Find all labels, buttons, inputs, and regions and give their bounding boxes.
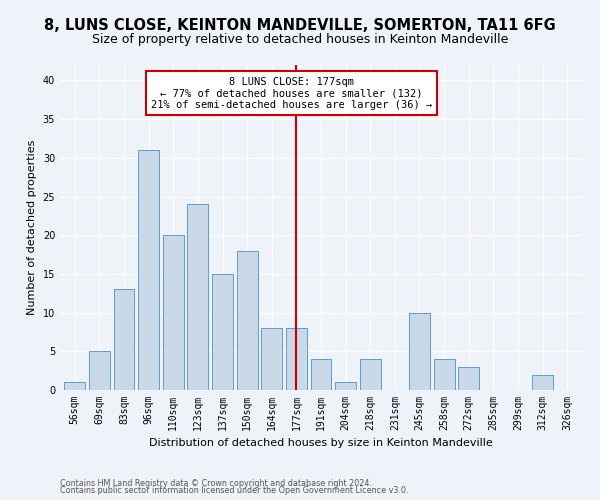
Bar xyxy=(532,374,553,390)
Bar xyxy=(138,150,159,390)
Bar xyxy=(409,312,430,390)
Bar xyxy=(458,367,479,390)
Bar xyxy=(212,274,233,390)
Y-axis label: Number of detached properties: Number of detached properties xyxy=(27,140,37,315)
Bar xyxy=(261,328,282,390)
X-axis label: Distribution of detached houses by size in Keinton Mandeville: Distribution of detached houses by size … xyxy=(149,438,493,448)
Bar xyxy=(360,359,381,390)
Bar xyxy=(187,204,208,390)
Bar xyxy=(434,359,455,390)
Bar xyxy=(163,235,184,390)
Bar xyxy=(89,352,110,390)
Bar xyxy=(236,250,257,390)
Bar xyxy=(64,382,85,390)
Text: Contains public sector information licensed under the Open Government Licence v3: Contains public sector information licen… xyxy=(60,486,409,495)
Text: 8, LUNS CLOSE, KEINTON MANDEVILLE, SOMERTON, TA11 6FG: 8, LUNS CLOSE, KEINTON MANDEVILLE, SOMER… xyxy=(44,18,556,32)
Bar xyxy=(311,359,331,390)
Bar xyxy=(113,290,134,390)
Bar xyxy=(335,382,356,390)
Text: Contains HM Land Registry data © Crown copyright and database right 2024.: Contains HM Land Registry data © Crown c… xyxy=(60,478,372,488)
Text: Size of property relative to detached houses in Keinton Mandeville: Size of property relative to detached ho… xyxy=(92,32,508,46)
Bar xyxy=(286,328,307,390)
Text: 8 LUNS CLOSE: 177sqm
← 77% of detached houses are smaller (132)
21% of semi-deta: 8 LUNS CLOSE: 177sqm ← 77% of detached h… xyxy=(151,76,432,110)
